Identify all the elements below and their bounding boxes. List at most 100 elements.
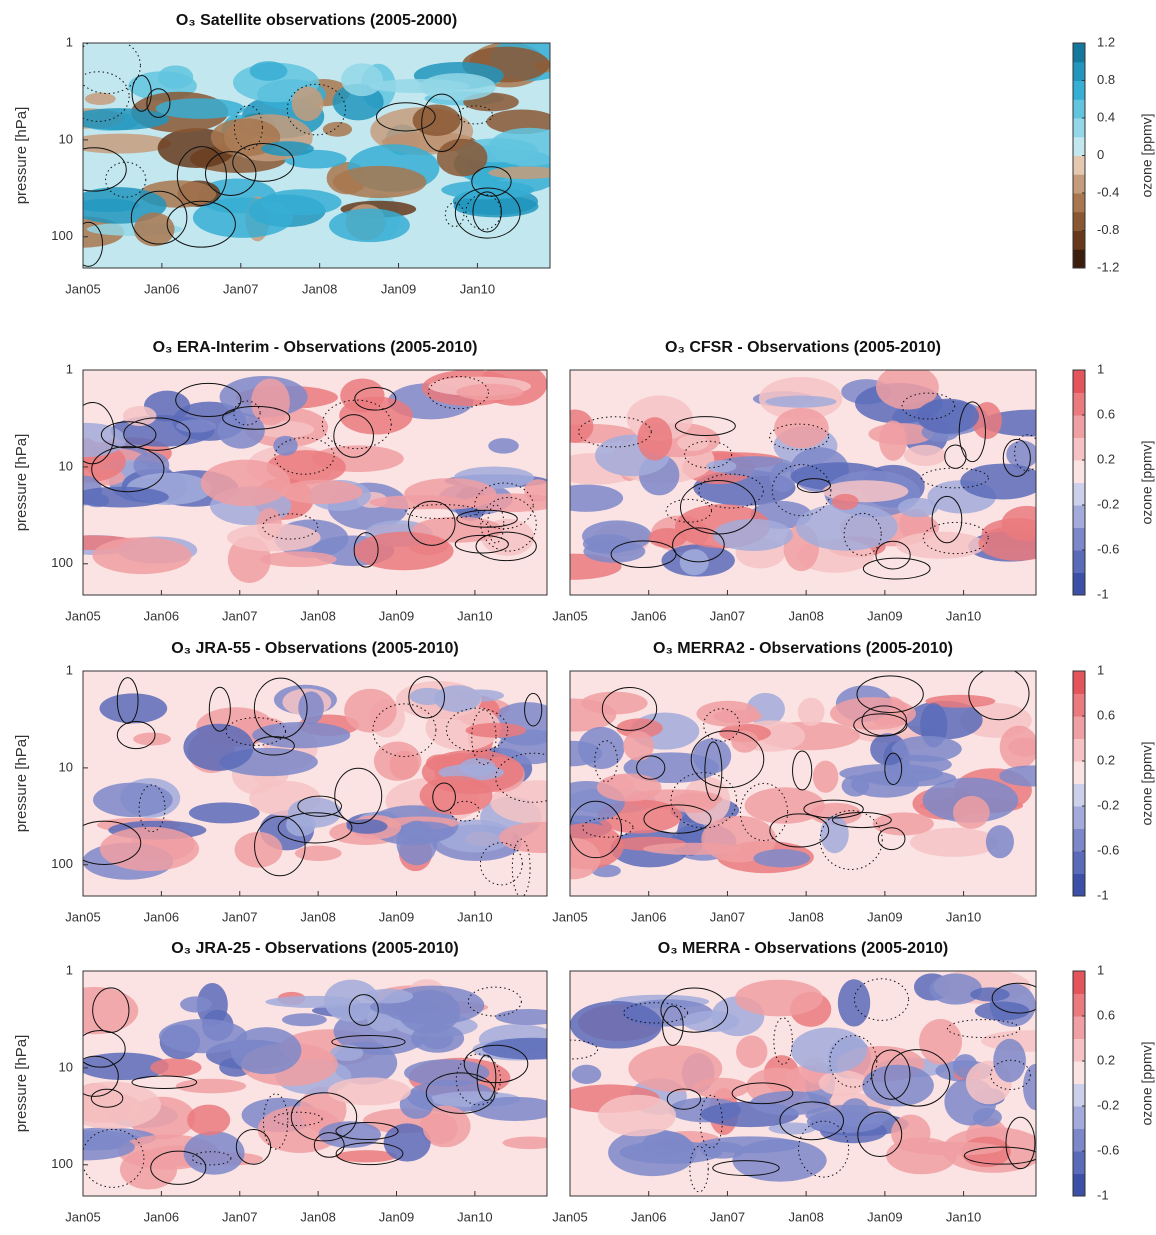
contour-line	[432, 782, 456, 812]
x-tick-label: Jan07	[222, 1209, 257, 1224]
color-band	[1073, 527, 1085, 551]
color-band	[1073, 370, 1085, 393]
contour-region	[905, 1141, 1003, 1156]
contour-line	[83, 1128, 145, 1188]
contour-line	[91, 446, 165, 493]
x-tick-label: Jan07	[223, 281, 258, 296]
color-band	[1073, 1128, 1085, 1152]
contour-region	[327, 1077, 411, 1106]
y-tick-label: 10	[59, 759, 73, 774]
contour-line	[90, 1088, 124, 1108]
contour-region	[441, 180, 534, 200]
contour-region	[628, 1045, 723, 1092]
contour-region	[291, 86, 324, 122]
contour-line	[176, 146, 227, 206]
colorbar-tick-label: 1	[1097, 662, 1104, 677]
contour-line	[1014, 434, 1036, 472]
contour-line	[796, 478, 832, 493]
x-tick-label: Jan10	[457, 909, 492, 924]
contour-region	[230, 1027, 302, 1075]
contour-line	[83, 71, 130, 122]
x-tick-label: Jan07	[710, 608, 745, 623]
contour-region	[570, 698, 617, 732]
color-band	[1073, 828, 1085, 852]
chart-title: O₃ ERA-Interim - Observations (2005-2010…	[153, 339, 478, 356]
contour-line	[672, 527, 725, 563]
contour-region	[891, 735, 962, 762]
contour-region	[83, 1052, 169, 1080]
color-band	[1073, 1173, 1085, 1197]
contour-line	[524, 692, 543, 727]
x-tick-label: Jan08	[300, 1209, 335, 1224]
contour-line	[131, 1075, 198, 1089]
contour-region	[876, 370, 939, 410]
contour-line	[354, 387, 397, 411]
plot-frame	[82, 42, 551, 269]
contour-region	[83, 1134, 135, 1161]
contour-region	[870, 733, 907, 766]
contour-line	[853, 978, 910, 1021]
contour-region	[896, 531, 986, 559]
plot-frame	[569, 970, 1037, 1197]
contour-region	[970, 987, 1010, 1002]
contour-line	[83, 1029, 126, 1068]
contour-region	[99, 693, 168, 724]
contour-line	[297, 795, 343, 817]
color-band	[1073, 993, 1085, 1017]
colorbar-tick-label: -0.6	[1097, 842, 1119, 857]
contour-line	[262, 1093, 289, 1150]
y-axis-label: pressure [hPa]	[13, 434, 30, 532]
contour-region	[960, 463, 1036, 500]
x-tick-label: Jan05	[65, 281, 100, 296]
color-band	[1073, 851, 1085, 874]
contour-region	[217, 412, 265, 449]
contour-region	[332, 165, 427, 199]
colorbar-tick-label: -1	[1097, 1187, 1109, 1202]
color-band	[1073, 174, 1085, 194]
contour-line	[348, 994, 379, 1026]
contour-line	[166, 200, 236, 248]
contour-region	[328, 208, 410, 243]
chart-title: O₃ JRA-55 - Observations (2005-2010)	[171, 640, 459, 657]
contour-region	[259, 551, 337, 568]
contour-line	[444, 202, 465, 227]
contour-region	[419, 73, 496, 101]
contour-region	[470, 1096, 547, 1121]
contour-line	[372, 703, 437, 757]
contour-region	[831, 493, 859, 510]
contour-line	[684, 440, 733, 469]
contour-region	[818, 1070, 868, 1096]
x-tick-label: Jan07	[710, 909, 745, 924]
x-tick-label: Jan05	[65, 909, 100, 924]
contour-line	[712, 1160, 780, 1177]
color-band	[1073, 671, 1085, 694]
contour-region	[465, 722, 527, 738]
x-tick-label: Jan08	[788, 608, 823, 623]
contour-region	[187, 1104, 231, 1136]
color-band	[1073, 1061, 1085, 1084]
contour-region	[929, 973, 983, 1005]
color-band	[1073, 550, 1085, 573]
contour-line	[773, 1017, 793, 1065]
color-band	[1073, 118, 1085, 138]
contour-region	[774, 407, 829, 449]
contour-region	[918, 1019, 963, 1065]
contour-line	[321, 399, 392, 450]
contour-line	[222, 405, 291, 430]
contour-line	[333, 414, 374, 458]
contour-line	[116, 720, 156, 750]
contour-region	[133, 732, 172, 746]
contour-line	[353, 532, 379, 568]
colorbar-frame	[1072, 670, 1086, 897]
contour-region	[952, 795, 990, 829]
color-band	[1073, 1083, 1085, 1107]
contour-region	[571, 1064, 602, 1084]
x-tick-label: Jan10	[460, 281, 495, 296]
color-band	[1073, 1106, 1085, 1129]
contour-line	[253, 677, 308, 739]
plot-frame	[82, 670, 548, 897]
contour-line	[643, 804, 712, 834]
contour-line	[843, 512, 882, 556]
contour-line	[991, 982, 1036, 1014]
contour-region	[83, 1081, 161, 1129]
